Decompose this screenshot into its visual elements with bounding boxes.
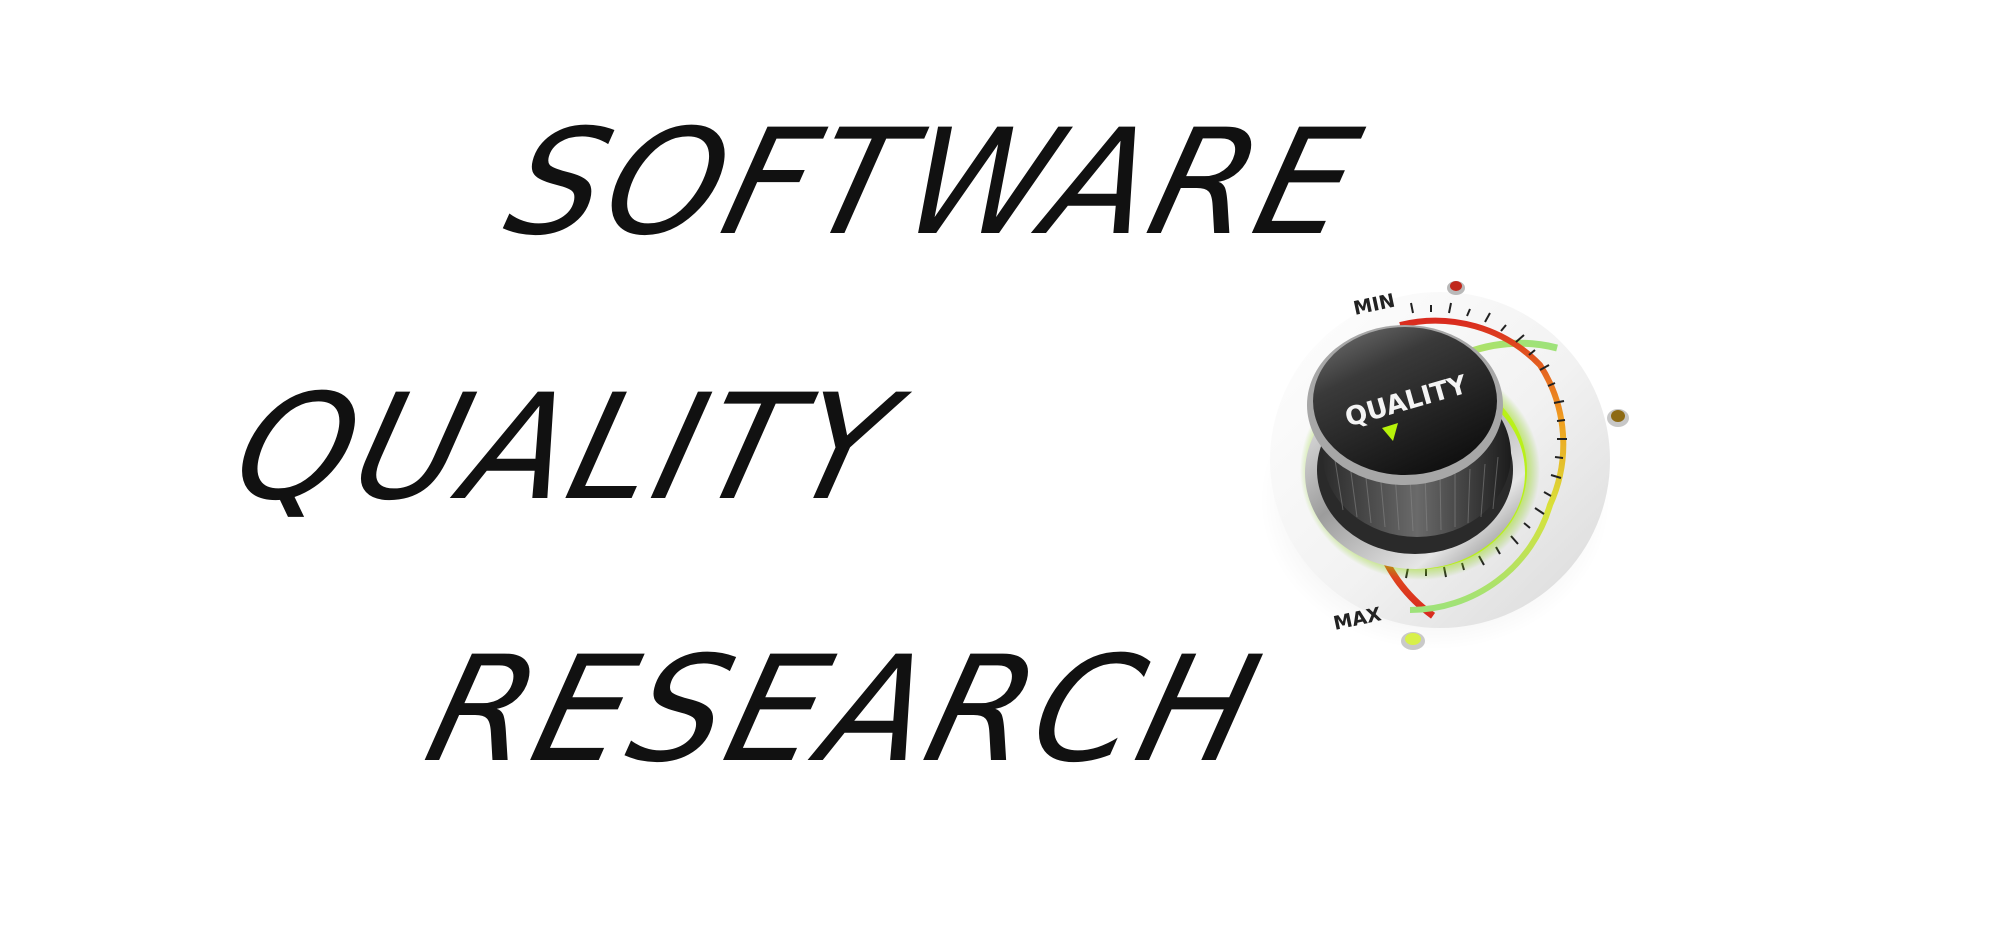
headline-line-research: RESEARCH	[412, 625, 1279, 795]
scale-arc-color	[1399, 317, 1567, 613]
quality-knob-illustration: MIN MAX	[1235, 255, 1655, 675]
max-led-icon	[1401, 632, 1425, 650]
quality-knob-svg: MIN MAX	[1260, 281, 1629, 650]
knob-knurling	[1334, 456, 1499, 532]
headline-line-software: SOFTWARE	[492, 98, 1378, 268]
mid-led-icon	[1607, 409, 1629, 427]
headline-line-quality: QUALITY	[219, 363, 914, 533]
knob-top-face	[1313, 327, 1497, 475]
pointer-triangle-icon	[1382, 423, 1398, 441]
min-led-icon	[1447, 281, 1465, 295]
